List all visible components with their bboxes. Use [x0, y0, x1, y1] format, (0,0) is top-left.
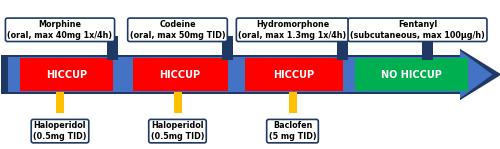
Text: Fentanyl
(subcutaneous, max 100μg/h): Fentanyl (subcutaneous, max 100μg/h): [350, 20, 485, 39]
FancyBboxPatch shape: [107, 36, 118, 60]
FancyBboxPatch shape: [288, 92, 296, 113]
FancyBboxPatch shape: [8, 57, 460, 92]
Text: HICCUP: HICCUP: [46, 69, 87, 80]
FancyBboxPatch shape: [355, 58, 468, 91]
FancyBboxPatch shape: [174, 92, 182, 113]
FancyBboxPatch shape: [132, 58, 228, 91]
Text: HICCUP: HICCUP: [273, 69, 314, 80]
Text: NO HICCUP: NO HICCUP: [381, 69, 442, 80]
FancyBboxPatch shape: [56, 92, 64, 113]
FancyBboxPatch shape: [245, 58, 342, 91]
FancyBboxPatch shape: [2, 55, 460, 94]
FancyBboxPatch shape: [20, 58, 112, 91]
Text: Morphine
(oral, max 40mg 1x/4h): Morphine (oral, max 40mg 1x/4h): [8, 20, 113, 39]
Text: Haloperidol
(0.5mg TID): Haloperidol (0.5mg TID): [151, 121, 204, 141]
FancyBboxPatch shape: [337, 36, 348, 60]
Polygon shape: [460, 49, 500, 100]
Text: Codeine
(oral, max 50mg TID): Codeine (oral, max 50mg TID): [130, 20, 226, 39]
Text: HICCUP: HICCUP: [160, 69, 200, 80]
Text: Haloperidol
(0.5mg TID): Haloperidol (0.5mg TID): [33, 121, 87, 141]
Text: Baclofen
(5 mg TID): Baclofen (5 mg TID): [268, 121, 316, 141]
FancyBboxPatch shape: [222, 36, 233, 60]
FancyBboxPatch shape: [422, 36, 433, 60]
Polygon shape: [460, 51, 492, 98]
Text: Hydromorphone
(oral, max 1.3mg 1x/4h): Hydromorphone (oral, max 1.3mg 1x/4h): [238, 20, 346, 39]
